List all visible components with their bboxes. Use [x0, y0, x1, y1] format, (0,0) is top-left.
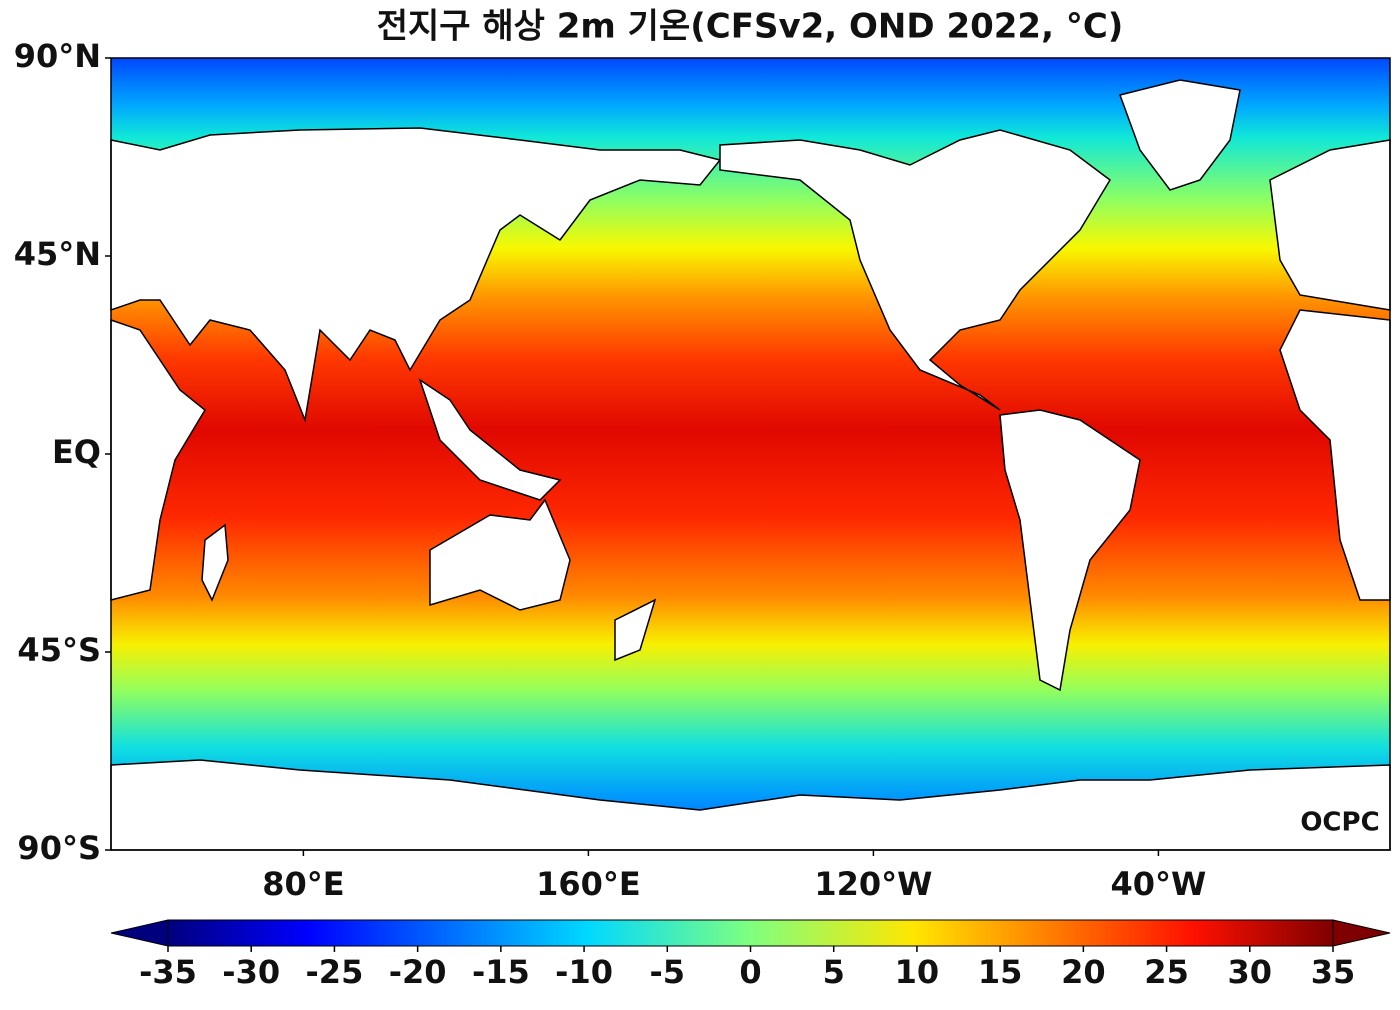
lon-tick-label: 160°E — [536, 865, 641, 903]
colorbar-tick-label: 15 — [978, 953, 1023, 991]
lat-tick-label: 90°S — [17, 829, 101, 867]
lat-tick-label: 45°S — [17, 631, 101, 669]
colorbar-tick-label: -25 — [306, 953, 364, 991]
colorbar-low-end — [110, 919, 169, 947]
logo: OCPC — [1300, 808, 1379, 838]
colorbar-tick-label: 10 — [895, 953, 940, 991]
colorbar — [167, 919, 1334, 947]
colorbar-tick-label: 30 — [1228, 953, 1273, 991]
colorbar-tick-label: 0 — [739, 953, 761, 991]
colorbar-tick-label: -20 — [389, 953, 447, 991]
lon-tick-label: 80°E — [262, 865, 344, 903]
colorbar-tick-label: 5 — [823, 953, 845, 991]
colorbar-high-end — [1332, 919, 1391, 947]
colorbar-tick-label: -15 — [472, 953, 530, 991]
colorbar-tick-label: 35 — [1311, 953, 1356, 991]
colorbar-tick-label: 20 — [1061, 953, 1106, 991]
land — [110, 79, 1391, 851]
lat-tick-label: EQ — [52, 433, 101, 471]
title: 전지구 해상 2m 기온(CFSv2, OND 2022, °C) — [377, 7, 1124, 47]
colorbar-tick-label: -5 — [650, 953, 686, 991]
lat-tick-label: 90°N — [14, 37, 101, 75]
lat-tick-label: 45°N — [14, 235, 101, 273]
colorbar-tick-label: 25 — [1144, 953, 1189, 991]
lon-tick-label: 120°W — [814, 865, 932, 903]
colorbar-tick-label: -10 — [555, 953, 613, 991]
lon-tick-label: 40°W — [1111, 865, 1207, 903]
colorbar-tick-label: -30 — [222, 953, 280, 991]
colorbar-tick-label: -35 — [139, 953, 197, 991]
